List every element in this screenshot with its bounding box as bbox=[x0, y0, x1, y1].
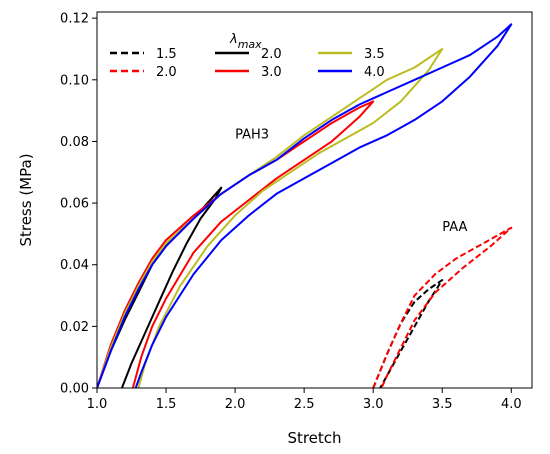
series-line-3 bbox=[97, 23, 513, 388]
y-axis-title: Stress (MPa) bbox=[17, 153, 35, 246]
plot-area bbox=[97, 23, 513, 388]
x-tick-label: 1.5 bbox=[156, 397, 177, 412]
annotation-label: PAH3 bbox=[235, 127, 269, 142]
y-tick-label: 0.02 bbox=[60, 320, 89, 335]
legend-title: λmax bbox=[229, 32, 262, 51]
series-line-5 bbox=[372, 226, 513, 388]
x-axis: 1.0 1.5 2.0 2.5 3.0 3.5 4.0 bbox=[87, 388, 522, 412]
legend-label: 4.0 bbox=[364, 65, 385, 80]
annotations: PAH3 PAA bbox=[235, 127, 467, 234]
x-tick-label: 2.0 bbox=[225, 397, 246, 412]
series-line-1 bbox=[97, 100, 375, 388]
legend-label: 3.0 bbox=[261, 65, 282, 80]
x-tick-label: 2.5 bbox=[294, 397, 315, 412]
x-axis-title: Stretch bbox=[287, 429, 341, 447]
y-tick-label: 0.00 bbox=[60, 382, 89, 397]
legend-label: 1.5 bbox=[156, 47, 177, 62]
legend: λmax 1.5 2.0 2.0 3.0 3.5 4.0 bbox=[110, 32, 385, 80]
x-tick-label: 3.5 bbox=[432, 397, 453, 412]
annotation-label: PAA bbox=[442, 220, 467, 235]
x-tick-label: 4.0 bbox=[501, 397, 522, 412]
series-line-2 bbox=[97, 48, 444, 388]
series-line-0 bbox=[97, 186, 223, 388]
y-tick-label: 0.06 bbox=[60, 197, 89, 212]
y-axis: 0.00 0.02 0.04 0.06 0.08 0.10 0.12 bbox=[60, 12, 97, 397]
y-tick-label: 0.12 bbox=[60, 12, 89, 27]
x-tick-label: 3.0 bbox=[363, 397, 384, 412]
y-tick-label: 0.08 bbox=[60, 135, 89, 150]
legend-label: 2.0 bbox=[261, 47, 282, 62]
legend-label: 2.0 bbox=[156, 65, 177, 80]
x-tick-label: 1.0 bbox=[87, 397, 108, 412]
plot-frame bbox=[96, 11, 533, 389]
y-tick-label: 0.10 bbox=[60, 73, 89, 88]
y-tick-label: 0.04 bbox=[60, 258, 89, 273]
legend-label: 3.5 bbox=[364, 47, 385, 62]
